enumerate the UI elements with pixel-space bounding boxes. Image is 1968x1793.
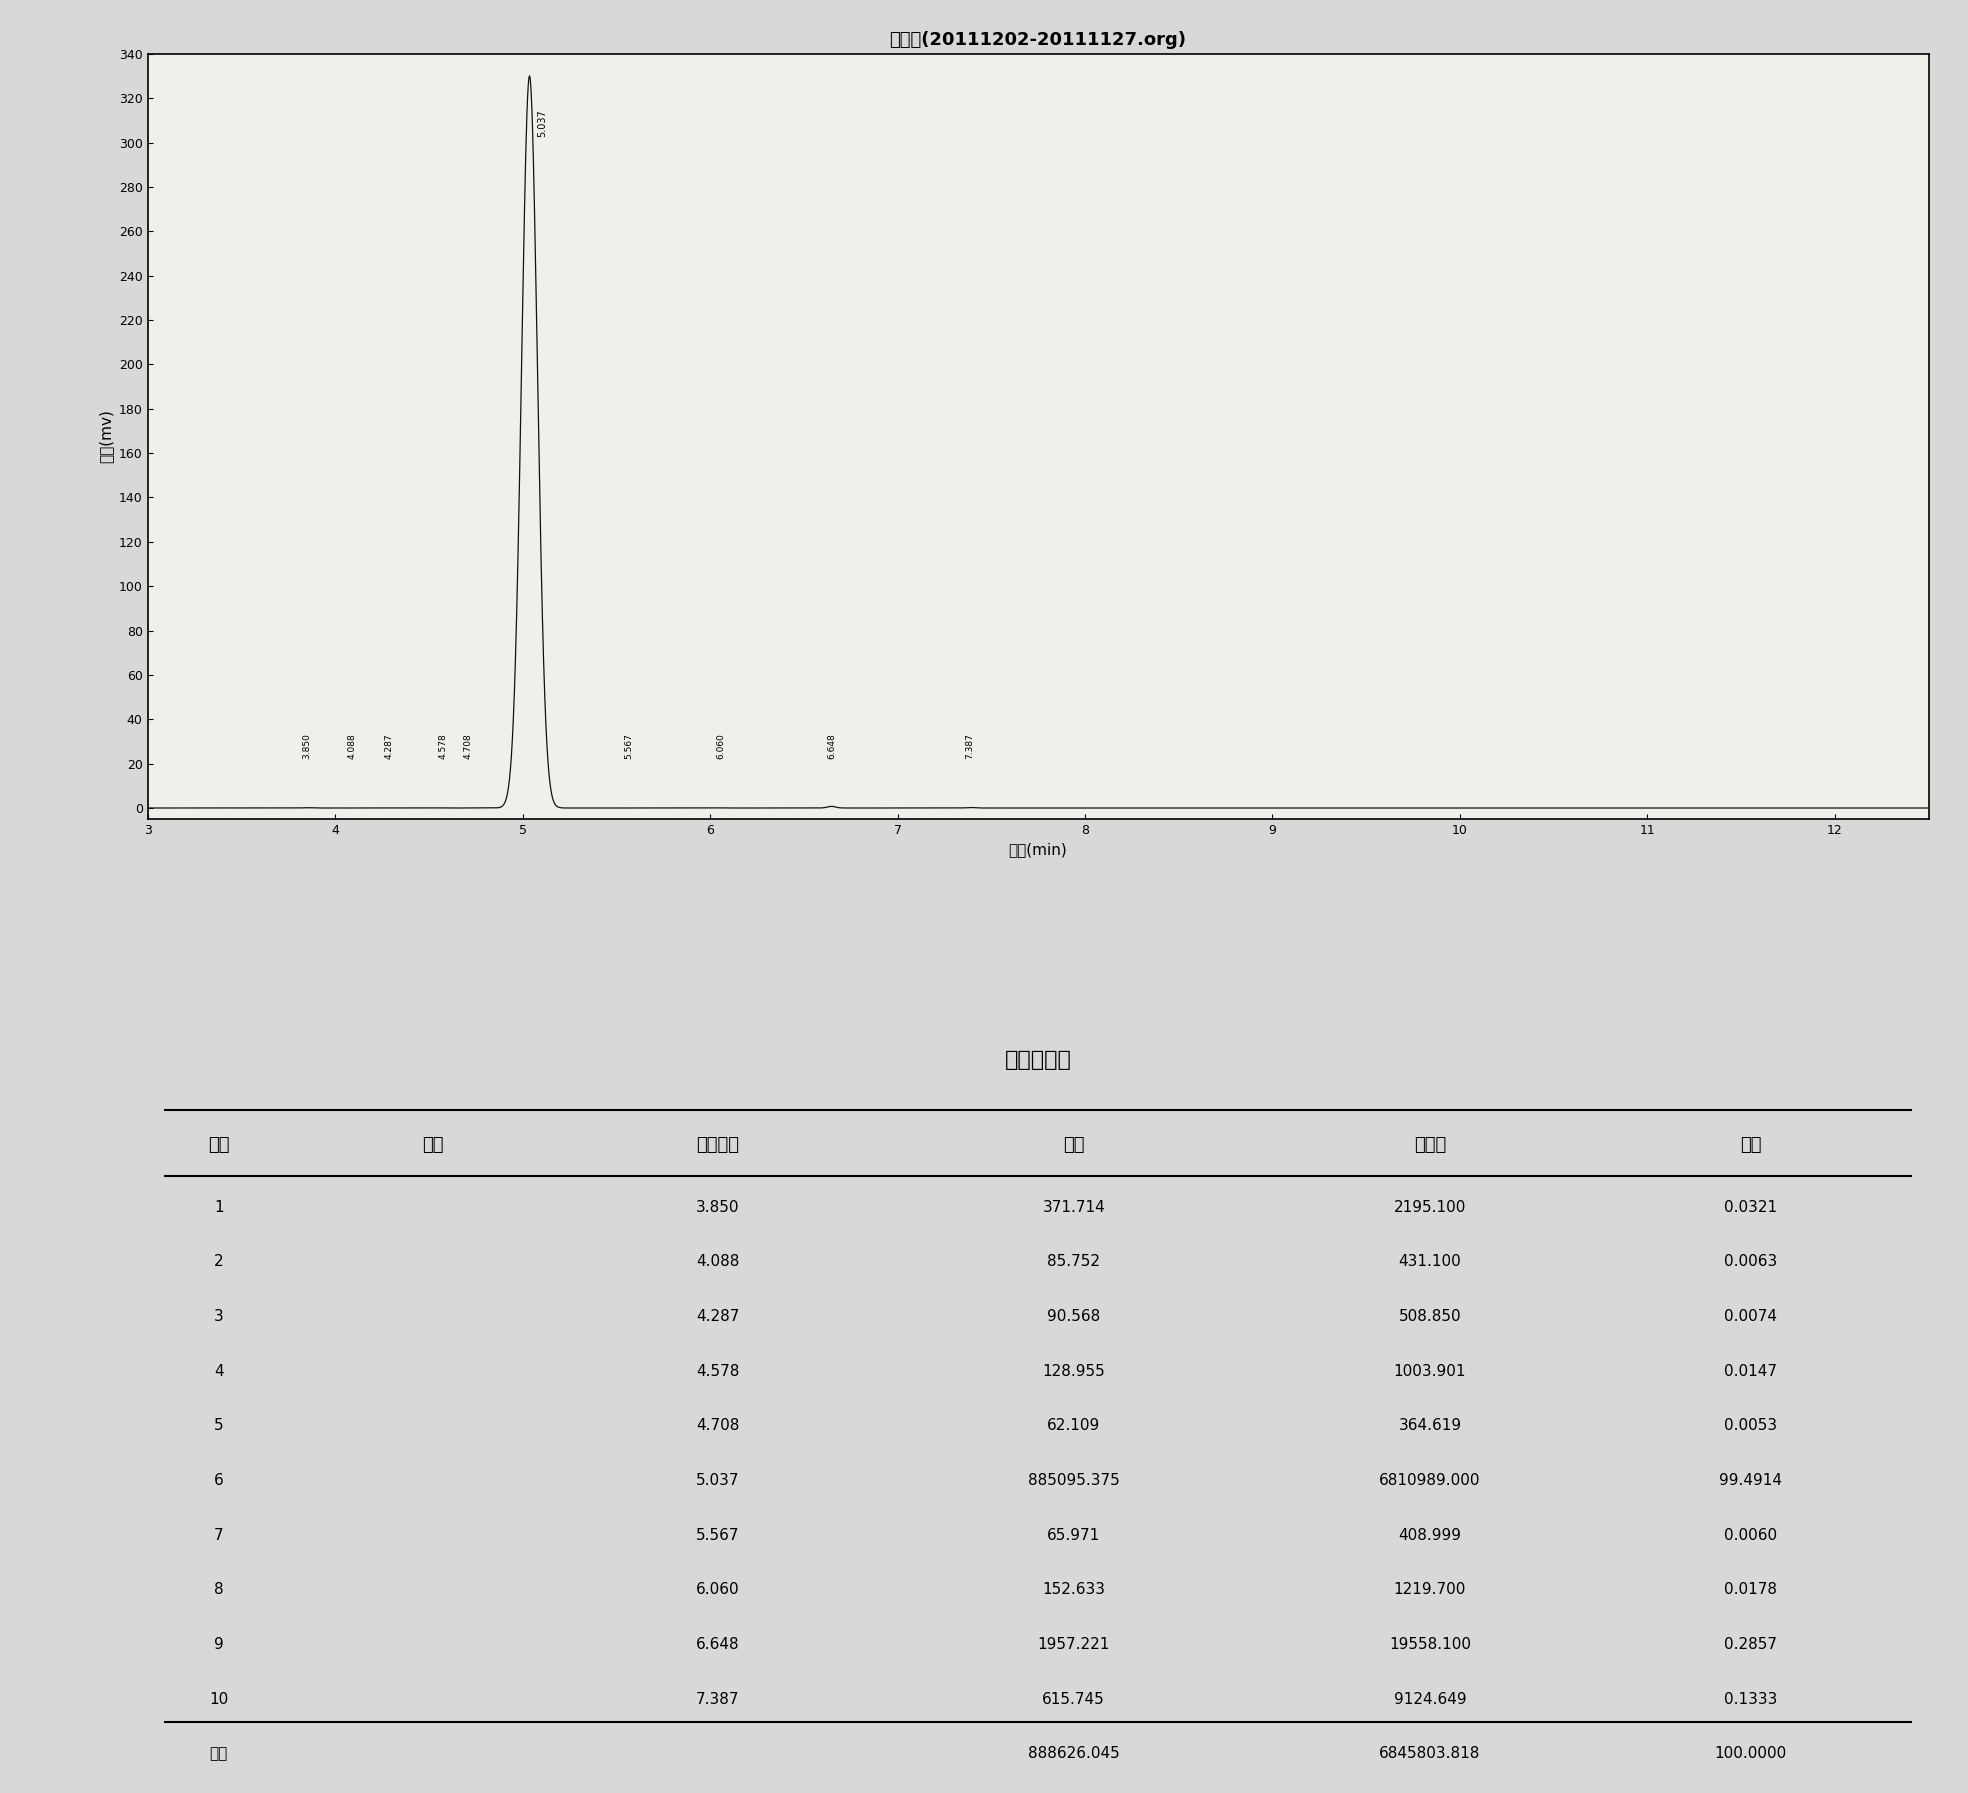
Text: 10: 10 [209,1691,228,1707]
Text: 0.0053: 0.0053 [1724,1418,1777,1433]
Text: 3.850: 3.850 [303,733,311,758]
Text: 90.568: 90.568 [1047,1309,1100,1323]
Text: 5.037: 5.037 [537,109,547,136]
Text: 6.060: 6.060 [716,733,726,758]
Text: 1957.221: 1957.221 [1037,1637,1110,1651]
Text: 0.0321: 0.0321 [1724,1200,1777,1214]
Text: 3.850: 3.850 [697,1200,740,1214]
Text: 6.648: 6.648 [697,1637,740,1651]
Text: 峰名: 峰名 [421,1137,443,1155]
Y-axis label: 电压(mv): 电压(mv) [98,409,114,463]
Title: 色谱图(20111202-20111127.org): 色谱图(20111202-20111127.org) [890,32,1187,50]
Text: 100.0000: 100.0000 [1714,1746,1787,1761]
Text: 峰号: 峰号 [209,1137,230,1155]
Text: 152.633: 152.633 [1043,1583,1106,1598]
Text: 4.088: 4.088 [346,733,356,758]
Text: 6.648: 6.648 [827,733,836,758]
Text: 65.971: 65.971 [1047,1528,1100,1542]
Text: 7.387: 7.387 [697,1691,740,1707]
Text: 总计: 总计 [211,1746,228,1761]
Text: 4.578: 4.578 [439,733,449,758]
Text: 7: 7 [215,1528,224,1542]
Text: 6845803.818: 6845803.818 [1380,1746,1480,1761]
Text: 1003.901: 1003.901 [1393,1364,1466,1379]
Text: 5.567: 5.567 [697,1528,740,1542]
Text: 0.0063: 0.0063 [1724,1255,1777,1269]
Text: 含量: 含量 [1740,1137,1761,1155]
Text: 7.387: 7.387 [966,733,974,758]
Text: 6810989.000: 6810989.000 [1380,1474,1480,1488]
Text: 峰面积: 峰面积 [1413,1137,1446,1155]
Text: 6: 6 [215,1474,224,1488]
Text: 19558.100: 19558.100 [1389,1637,1470,1651]
Text: 888626.045: 888626.045 [1027,1746,1120,1761]
Text: 4.088: 4.088 [697,1255,740,1269]
Text: 364.619: 364.619 [1399,1418,1462,1433]
X-axis label: 时间(min): 时间(min) [1010,843,1067,857]
Text: 8: 8 [215,1583,224,1598]
Text: 4.708: 4.708 [462,733,472,758]
Text: 9: 9 [215,1637,224,1651]
Text: 128.955: 128.955 [1043,1364,1106,1379]
Text: 2195.100: 2195.100 [1393,1200,1466,1214]
Text: 408.999: 408.999 [1399,1528,1462,1542]
Text: 4.578: 4.578 [697,1364,740,1379]
Text: 508.850: 508.850 [1399,1309,1462,1323]
Text: 4.708: 4.708 [697,1418,740,1433]
Text: 3: 3 [215,1309,224,1323]
Text: 0.0060: 0.0060 [1724,1528,1777,1542]
Text: 5.037: 5.037 [697,1474,740,1488]
Text: 0.0178: 0.0178 [1724,1583,1777,1598]
Text: 0.0074: 0.0074 [1724,1309,1777,1323]
Text: 62.109: 62.109 [1047,1418,1100,1433]
Text: 0.1333: 0.1333 [1724,1691,1777,1707]
Text: 885095.375: 885095.375 [1027,1474,1120,1488]
Text: 615.745: 615.745 [1043,1691,1106,1707]
Text: 99.4914: 99.4914 [1718,1474,1783,1488]
Text: 85.752: 85.752 [1047,1255,1100,1269]
Text: 371.714: 371.714 [1043,1200,1106,1214]
Text: 峰高: 峰高 [1063,1137,1084,1155]
Text: 1219.700: 1219.700 [1393,1583,1466,1598]
Text: 2: 2 [215,1255,224,1269]
Text: 4.287: 4.287 [384,733,394,758]
Text: 分析结果表: 分析结果表 [1006,1051,1071,1070]
Text: 0.2857: 0.2857 [1724,1637,1777,1651]
Text: 4.287: 4.287 [697,1309,740,1323]
Text: 0.0147: 0.0147 [1724,1364,1777,1379]
Text: 1: 1 [215,1200,224,1214]
Text: 保留时间: 保留时间 [697,1137,740,1155]
Text: 5: 5 [215,1418,224,1433]
Text: 4: 4 [215,1364,224,1379]
Text: 9124.649: 9124.649 [1393,1691,1466,1707]
Text: 431.100: 431.100 [1399,1255,1462,1269]
Text: 5.567: 5.567 [624,733,634,758]
Text: 6.060: 6.060 [697,1583,740,1598]
